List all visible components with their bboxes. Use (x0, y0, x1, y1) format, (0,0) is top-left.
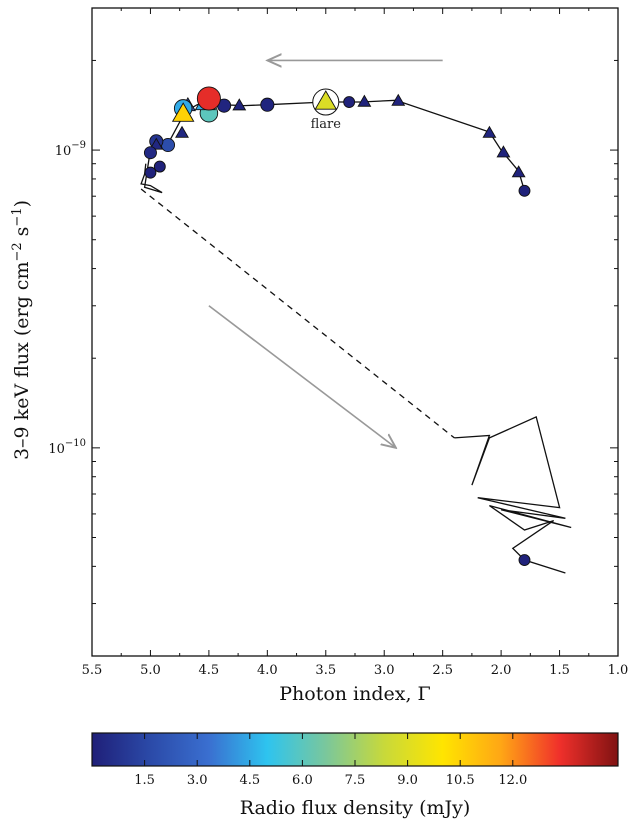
colorbar-tick-label: 4.5 (239, 773, 260, 788)
decay-track (454, 415, 572, 574)
x-tick-label: 1.5 (549, 663, 570, 678)
data-point-triangle (357, 94, 372, 107)
x-tick-label: 4.0 (257, 663, 278, 678)
data-point-circle (518, 554, 531, 566)
colorbar-tick-label: 7.5 (345, 773, 366, 788)
data-point-triangle (496, 145, 511, 158)
colorbar: Radio flux density (mJy) 1.5 3.0 4.5 6.0 7.5… (91, 732, 619, 819)
x-tick-label: 3.5 (315, 663, 336, 678)
colorbar-tick-label: 6.0 (292, 773, 313, 788)
data-point-circle (196, 86, 221, 111)
direction-arrow (208, 305, 396, 448)
y-axis-label-exp2: −1 (10, 207, 25, 226)
x-tick-label: 4.5 (199, 663, 220, 678)
data-point-triangle (314, 90, 338, 110)
x-tick-label: 5.0 (140, 663, 161, 678)
colorbar-tick-label: 1.5 (134, 773, 155, 788)
y-axis-label-main: 3–9 keV flux (erg cm (11, 262, 33, 461)
x-tick-label: 3.0 (374, 663, 395, 678)
x-axis-label: Photon index, Γ (279, 683, 431, 705)
gap-dashed-line (140, 188, 455, 439)
data-point-triangle (482, 125, 497, 138)
colorbar-label: Radio flux density (mJy) (240, 797, 471, 819)
data-point-triangle (149, 137, 164, 150)
data-point-triangle (232, 98, 247, 111)
data-point-circle (143, 146, 157, 160)
y-axis-label-end: ) (11, 200, 33, 207)
data-point-triangle (391, 93, 406, 106)
colorbar-tick-label: 10.5 (446, 773, 475, 788)
colorbar-tick-label: 12.0 (498, 773, 527, 788)
plot-frame (91, 7, 619, 657)
flare-annotation: flare (311, 117, 342, 132)
axes: Photon index, Γ 3–9 keV flux (erg cm−2 s… (10, 7, 629, 705)
y-axis-label-mid: s (11, 227, 33, 243)
x-tick-label: 2.0 (491, 663, 512, 678)
y-tick-label: 10−9 (55, 140, 86, 159)
data-point-triangle (171, 102, 195, 122)
data-point-triangle (511, 165, 526, 178)
evolution-track (140, 99, 526, 194)
x-tick-label: 5.5 (82, 663, 103, 678)
data-point-circle (153, 160, 166, 173)
y-axis-label-exp1: −2 (10, 242, 25, 261)
data-point-circle (160, 137, 176, 153)
data-point-triangle (175, 125, 189, 138)
colorbar-tick-label: 9.0 (397, 773, 418, 788)
x-tick-label: 2.5 (432, 663, 453, 678)
plot-area: flare (140, 60, 572, 574)
y-tick-label: 10−10 (48, 438, 86, 457)
x-tick-label: 1.0 (608, 663, 629, 678)
data-point-circle (144, 166, 157, 179)
y-axis-label: 3–9 keV flux (erg cm−2 s−1) (10, 200, 33, 460)
colorbar-tick-label: 3.0 (187, 773, 208, 788)
data-point-circle (343, 96, 356, 108)
data-point-circle (260, 97, 275, 112)
data-point-circle (518, 184, 531, 197)
